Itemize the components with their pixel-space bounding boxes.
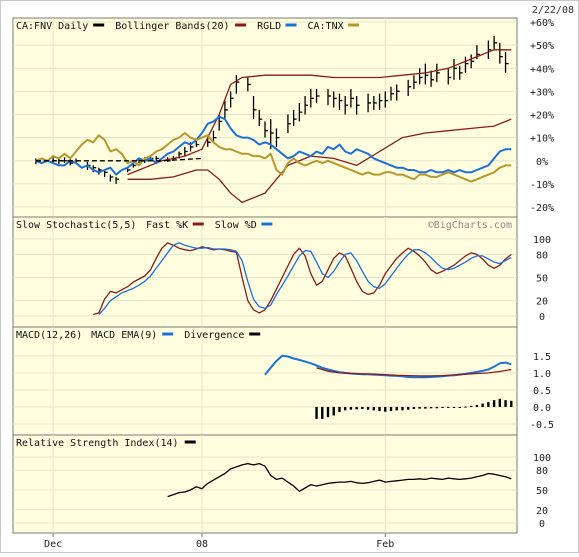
- divergence-bar: [349, 406, 353, 410]
- divergence-bar: [429, 406, 433, 409]
- divergence-bar: [395, 406, 398, 411]
- divergence-bar: [504, 400, 507, 407]
- y-tick-label: 20: [536, 506, 548, 517]
- y-tick-label: -20%: [530, 203, 554, 214]
- divergence-bar: [361, 406, 364, 409]
- divergence-bar: [378, 406, 381, 412]
- y-tick-label: +60%: [530, 18, 554, 29]
- y-tick-label: 0%: [536, 157, 548, 168]
- legend-label: Bollinger Bands(20): [115, 21, 229, 32]
- series-slow-d: [98, 242, 512, 315]
- series-macd-ema-9-: [264, 354, 512, 379]
- legend-label: RGLD: [257, 21, 281, 32]
- divergence-bar: [406, 406, 410, 410]
- legend-label: Fast %K: [146, 220, 188, 231]
- divergence-bar: [366, 406, 370, 410]
- divergence-bar: [338, 406, 341, 413]
- divergence-bar: [326, 406, 330, 418]
- legend-label: Slow Stochastic(5,5): [16, 220, 136, 231]
- y-tick-label: 0: [539, 519, 545, 530]
- x-tick-label: Feb: [376, 539, 394, 550]
- panel-background: [12, 434, 518, 534]
- series-macd-12-26-: [316, 367, 512, 377]
- divergence-bar: [464, 406, 467, 408]
- panel-price: +60% +50% +40% +30% +20% +10% 0% -10% -20% CA:FNV…: [12, 17, 554, 218]
- panel-rsi: 100 80 50 20 0 Relative Strength Index(14): [12, 434, 551, 534]
- y-tick-label: 80: [536, 466, 548, 477]
- panel-background: [12, 17, 518, 218]
- y-tick-label: 100: [533, 235, 551, 246]
- divergence-bar: [401, 406, 404, 411]
- panel-background: [12, 326, 518, 436]
- series-bollinger-bands-20-upper: [127, 49, 512, 176]
- y-tick-label: +50%: [530, 41, 554, 52]
- y-tick-label: 0: [539, 312, 545, 323]
- divergence-bar: [435, 406, 439, 409]
- series-ca-fnv-daily: [35, 35, 509, 184]
- y-tick-label: -10%: [530, 180, 554, 191]
- legend-label: MACD EMA(9): [91, 330, 157, 341]
- divergence-bar: [458, 406, 461, 408]
- y-tick-label: +20%: [530, 111, 554, 122]
- panel-macd: 1.5 1.0 0.5 0.0 -0.5 MACD(12,26) MACD EMA(9) Di…: [12, 326, 554, 436]
- divergence-bar: [452, 406, 456, 408]
- divergence-bar: [447, 406, 450, 408]
- legend-label: Divergence: [184, 330, 244, 341]
- y-tick-label: 80: [536, 250, 548, 261]
- y-tick-label: 0.0: [533, 403, 551, 414]
- y-tick-label: 1.5: [533, 352, 551, 363]
- divergence-bar: [355, 406, 358, 410]
- y-tick-label: 100: [533, 453, 551, 464]
- divergence-bar: [469, 405, 473, 407]
- divergence-bar: [424, 406, 427, 409]
- series-ca-tnx: [35, 132, 512, 183]
- panel-stochastic: 100 80 50 20 0 Slow Stochastic(5,5) Fast %K Slo…: [12, 216, 551, 328]
- y-tick-label: +10%: [530, 134, 554, 145]
- legend-label: Relative Strength Index(14): [16, 438, 179, 449]
- divergence-bar: [475, 404, 479, 407]
- y-tick-label: 50: [536, 486, 548, 497]
- divergence-bar: [510, 400, 513, 407]
- divergence-bar: [321, 406, 324, 419]
- series-previous-close-marker: [35, 157, 203, 162]
- legend-label: Slow %D: [215, 220, 257, 231]
- y-tick-label: +30%: [530, 87, 554, 98]
- x-tick-label: 08: [196, 539, 208, 550]
- series-relative-strength-index-14-: [167, 462, 512, 498]
- divergence-bar: [372, 406, 376, 411]
- watermark: ©BigCharts.com: [428, 220, 512, 231]
- y-tick-label: 50: [536, 274, 548, 285]
- series-divergence: [315, 398, 513, 419]
- x-tick-label: Dec: [44, 539, 62, 550]
- divergence-bar: [389, 406, 393, 412]
- y-tick-label: +40%: [530, 64, 554, 75]
- series-fast-k: [93, 242, 512, 316]
- divergence-bar: [487, 402, 490, 407]
- y-tick-label: 20: [536, 297, 548, 308]
- divergence-bar: [384, 406, 387, 412]
- chart-date: 2/22/08: [532, 5, 574, 16]
- series-bollinger-bands-20-lower: [127, 118, 512, 204]
- divergence-bar: [492, 400, 496, 407]
- divergence-bar: [343, 406, 347, 411]
- y-tick-label: 0.5: [533, 386, 551, 397]
- divergence-bar: [332, 406, 335, 416]
- divergence-bar: [418, 406, 421, 409]
- divergence-bar: [315, 406, 318, 419]
- divergence-bar: [412, 406, 416, 409]
- y-tick-label: -0.5: [530, 420, 554, 431]
- divergence-bar: [481, 403, 484, 407]
- series-rgld: [35, 115, 512, 176]
- divergence-bar: [441, 406, 444, 408]
- legend-label: MACD(12,26): [16, 330, 82, 341]
- legend-label: CA:TNX: [308, 21, 344, 32]
- y-tick-label: 1.0: [533, 369, 551, 380]
- legend-label: CA:FNV Daily: [16, 21, 88, 32]
- divergence-bar: [498, 398, 502, 407]
